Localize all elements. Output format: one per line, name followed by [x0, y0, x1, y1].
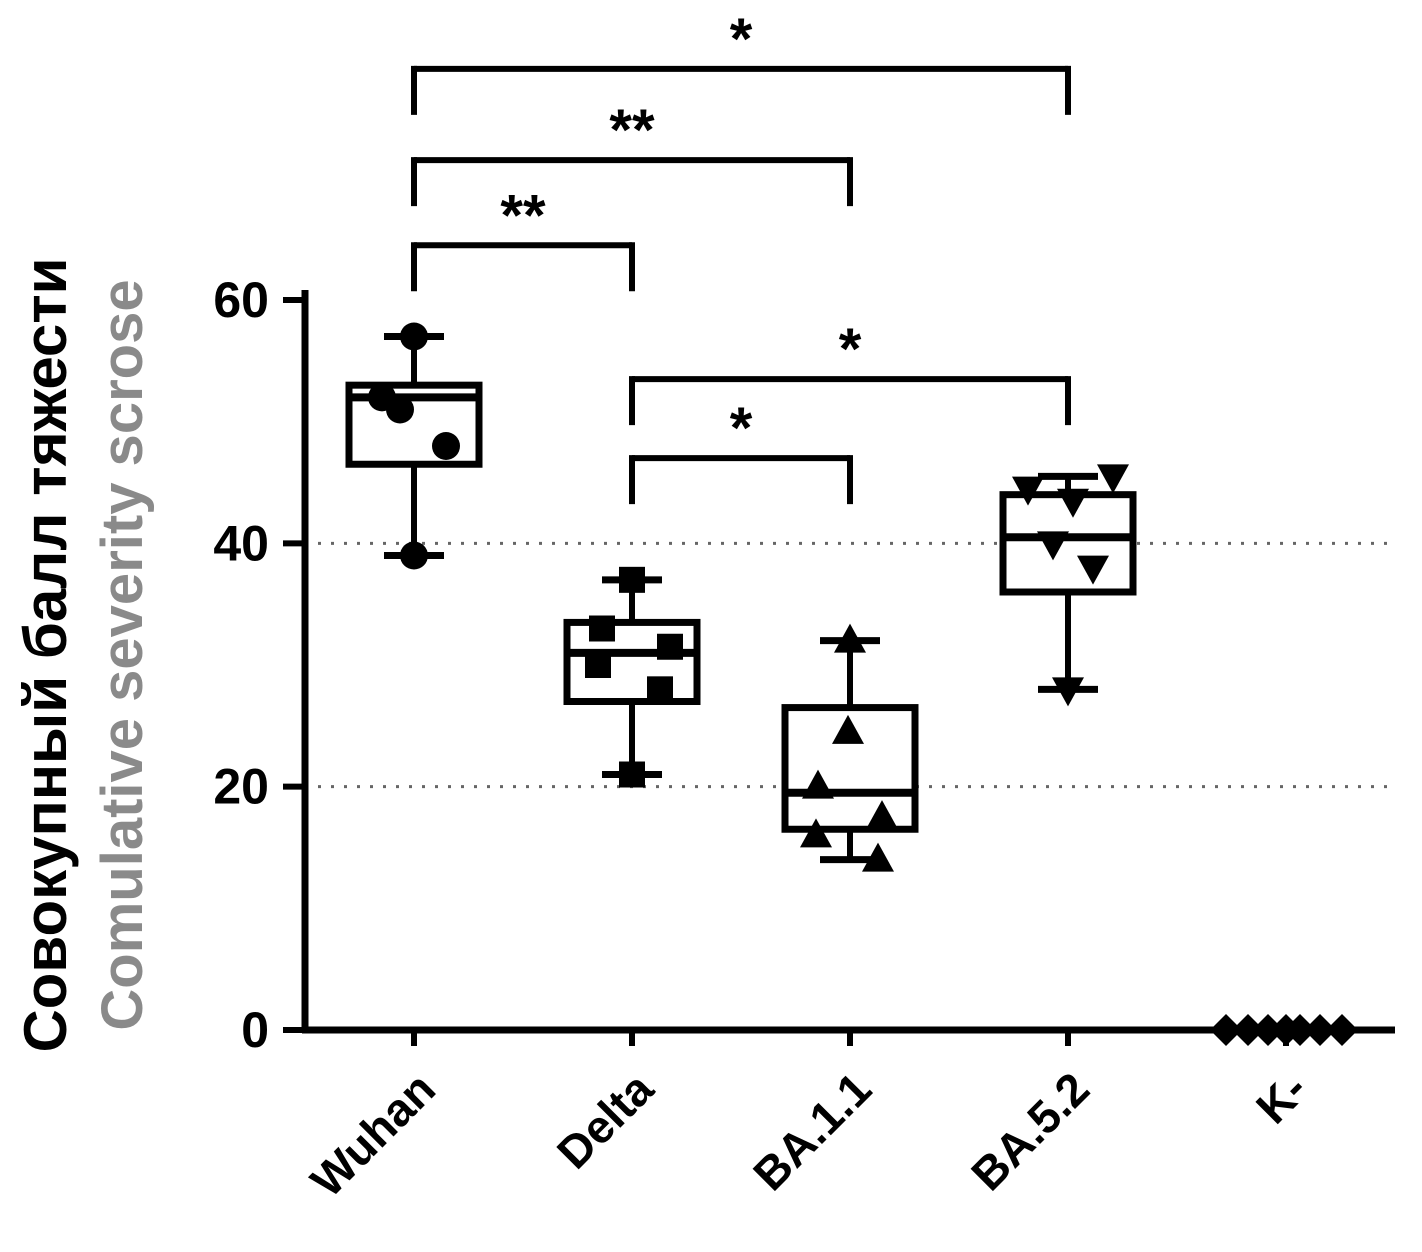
data-point-triangle-down — [1012, 476, 1044, 506]
data-point-diamond — [1304, 1014, 1336, 1046]
sig-label: * — [730, 396, 753, 461]
data-point-diamond — [1232, 1014, 1264, 1046]
x-tick-label: BA.5.2 — [961, 1062, 1099, 1200]
data-point-diamond — [1284, 1014, 1316, 1046]
sig-label: * — [839, 317, 862, 382]
x-tick-label: Delta — [547, 1062, 664, 1179]
x-tick-label: K- — [1246, 1062, 1317, 1133]
y-axis-title-ru: Совокупный балл тяжести — [12, 257, 79, 1052]
box — [999, 491, 1137, 596]
sig-label: ** — [609, 98, 655, 163]
data-point-triangle-down — [1057, 488, 1089, 518]
data-point-diamond — [1326, 1014, 1358, 1046]
data-point-square — [589, 615, 615, 642]
data-point-triangle-up — [866, 800, 898, 830]
data-point-triangle-up — [800, 818, 832, 848]
data-point-square — [619, 761, 645, 788]
data-point-triangle-up — [832, 714, 864, 744]
x-tick-label: Wuhan — [300, 1062, 445, 1207]
data-point-circle — [400, 322, 428, 351]
y-axis-title-en: Comulative severity scrose — [90, 279, 155, 1030]
data-point-triangle-up — [802, 769, 834, 799]
data-point-triangle-down — [1097, 464, 1129, 494]
data-point-diamond — [1210, 1014, 1242, 1046]
data-point-triangle-down — [1052, 677, 1084, 707]
data-point-triangle-up — [834, 623, 866, 653]
data-point-circle — [400, 541, 428, 570]
data-point-square — [647, 676, 673, 703]
y-tick-label: 0 — [241, 1002, 269, 1058]
y-tick-label: 20 — [213, 759, 269, 815]
data-point-diamond — [1252, 1014, 1284, 1046]
data-point-triangle-up — [862, 842, 894, 872]
y-tick-label: 40 — [213, 515, 269, 571]
data-point-triangle-down — [1037, 531, 1069, 561]
data-point-square — [585, 652, 611, 678]
data-point-circle — [432, 432, 460, 460]
data-point-circle — [386, 395, 414, 424]
data-point-square — [619, 566, 645, 593]
sig-label: ** — [500, 183, 546, 248]
data-point-square — [657, 633, 683, 660]
x-tick-label: BA.1.1 — [743, 1062, 881, 1200]
sig-label: * — [730, 7, 753, 72]
y-tick-label: 60 — [213, 272, 269, 328]
data-point-triangle-down — [1077, 555, 1109, 585]
